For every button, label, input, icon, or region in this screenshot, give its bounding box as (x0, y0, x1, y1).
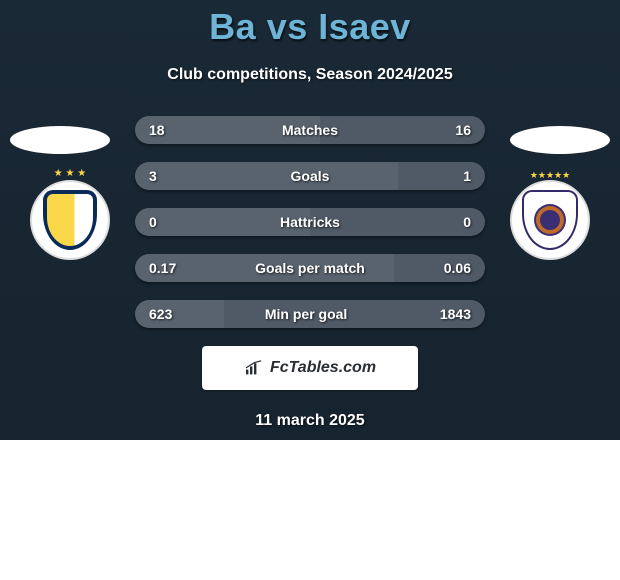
watermark-text: FcTables.com (270, 359, 376, 377)
stat-label: Matches (165, 122, 456, 138)
stat-right-value: 16 (455, 122, 471, 138)
watermark-badge: FcTables.com (202, 346, 418, 390)
page-title: Ba vs Isaev (0, 0, 620, 48)
stat-row: 3Goals1 (135, 162, 485, 190)
stat-row: 0Hattricks0 (135, 208, 485, 236)
stat-row: 623Min per goal1843 (135, 300, 485, 328)
stat-left-value: 0 (149, 214, 157, 230)
left-club-crest: ★ ★ ★ (30, 180, 110, 260)
blank-footer-area (0, 440, 620, 580)
stat-left-value: 18 (149, 122, 165, 138)
stat-left-value: 0.17 (149, 260, 176, 276)
stat-row: 18Matches16 (135, 116, 485, 144)
stat-right-value: 0.06 (444, 260, 471, 276)
stat-left-value: 3 (149, 168, 157, 184)
date-label: 11 march 2025 (0, 412, 620, 430)
stat-label: Goals (157, 168, 463, 184)
stat-left-value: 623 (149, 306, 172, 322)
stat-right-value: 1 (463, 168, 471, 184)
stats-table: 18Matches16 3Goals1 0Hattricks0 0.17Goals p… (135, 116, 485, 328)
shield-icon (43, 190, 97, 250)
football-icon (540, 210, 560, 230)
competition-season-label: Club competitions, Season 2024/2025 (0, 66, 620, 84)
shield-icon (522, 190, 578, 250)
stat-right-value: 0 (463, 214, 471, 230)
right-club-crest: ★★★★★ (510, 180, 590, 260)
bar-chart-icon (244, 360, 264, 376)
stat-row: 0.17Goals per match0.06 (135, 254, 485, 282)
right-ellipse-decor (510, 126, 610, 154)
stat-label: Min per goal (172, 306, 439, 322)
crest-stars-icon: ★★★★★ (512, 170, 588, 181)
stat-label: Goals per match (176, 260, 444, 276)
stat-right-value: 1843 (440, 306, 471, 322)
stat-label: Hattricks (157, 214, 463, 230)
left-ellipse-decor (10, 126, 110, 154)
crest-stars-icon: ★ ★ ★ (32, 168, 108, 179)
